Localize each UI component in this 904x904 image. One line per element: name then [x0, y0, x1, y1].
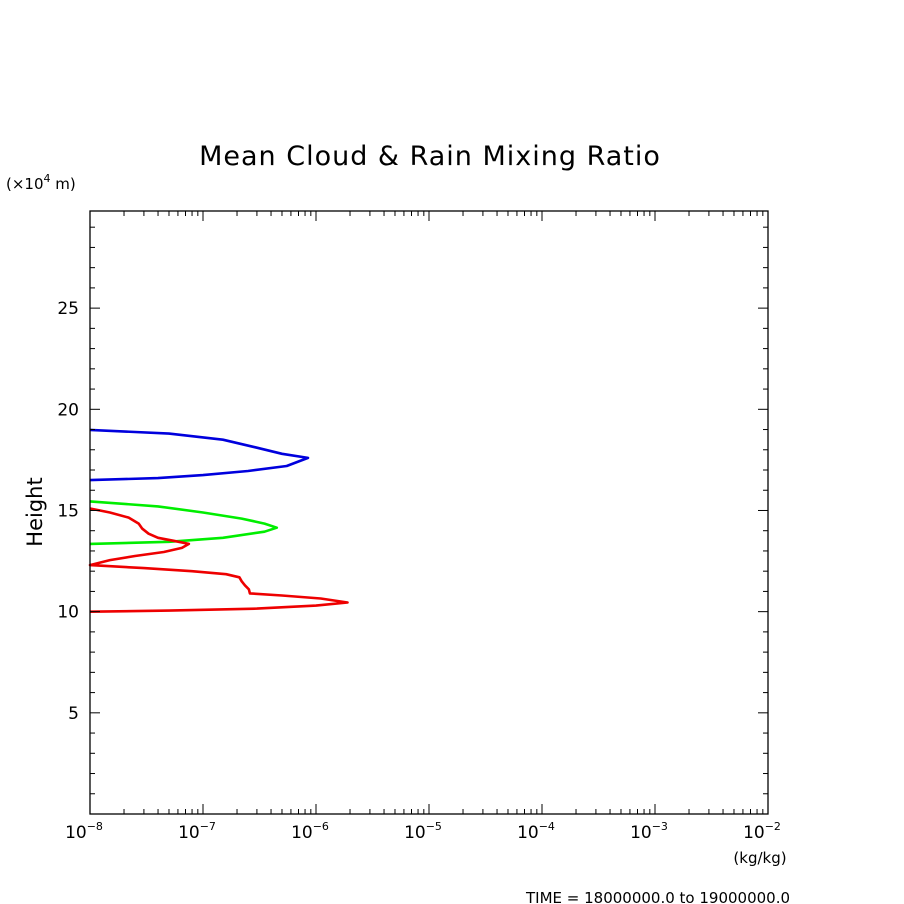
x-tick-exponent: −5: [426, 820, 442, 833]
y-unit-label: (×104 m): [6, 172, 76, 193]
x-tick-base: 10: [178, 823, 200, 843]
x-tick-exponent: −4: [539, 820, 555, 833]
series-line-2: [89, 500, 279, 546]
series-layer: [88, 428, 349, 613]
x-tick-exponent: −7: [200, 820, 216, 833]
x-axis-label: (kg/kg): [733, 849, 786, 867]
footer-time: TIME = 18000000.0 to 19000000.0: [525, 889, 790, 904]
x-tick-label: 10−8: [65, 820, 103, 843]
series-line-3: [88, 507, 349, 613]
x-tick-exponent: −2: [765, 820, 781, 833]
x-tick-base: 10: [404, 823, 426, 843]
x-tick-base: 10: [65, 823, 87, 843]
y-tick-label: 20: [57, 400, 79, 420]
x-tick-label: 10−6: [291, 820, 329, 843]
y-tick-label: 5: [68, 704, 79, 724]
y-unit-close: m): [51, 175, 76, 193]
series-line-1: [89, 428, 310, 482]
y-tick-label: 10: [57, 603, 79, 623]
x-tick-label: 10−7: [178, 820, 216, 843]
y-unit-exponent: 4: [44, 172, 51, 185]
x-tick-exponent: −3: [652, 820, 668, 833]
x-tick-label: 10−5: [404, 820, 442, 843]
y-axis-label: Height: [23, 477, 47, 546]
x-tick-base: 10: [291, 823, 313, 843]
x-tick-label: 10−3: [630, 820, 668, 843]
y-tick-label: 25: [57, 299, 79, 319]
x-tick-exponent: −6: [313, 820, 329, 833]
x-tick-exponent: −8: [87, 820, 103, 833]
y-unit-open: (×10: [6, 175, 44, 193]
x-tick-label: 10−4: [517, 820, 555, 843]
x-tick-base: 10: [630, 823, 652, 843]
x-tick-label: 10−2: [743, 820, 781, 843]
plot-frame: [89, 210, 769, 815]
x-tick-base: 10: [517, 823, 539, 843]
y-tick-label: 15: [57, 501, 79, 521]
x-tick-base: 10: [743, 823, 765, 843]
chart-title: Mean Cloud & Rain Mixing Ratio: [199, 141, 661, 172]
